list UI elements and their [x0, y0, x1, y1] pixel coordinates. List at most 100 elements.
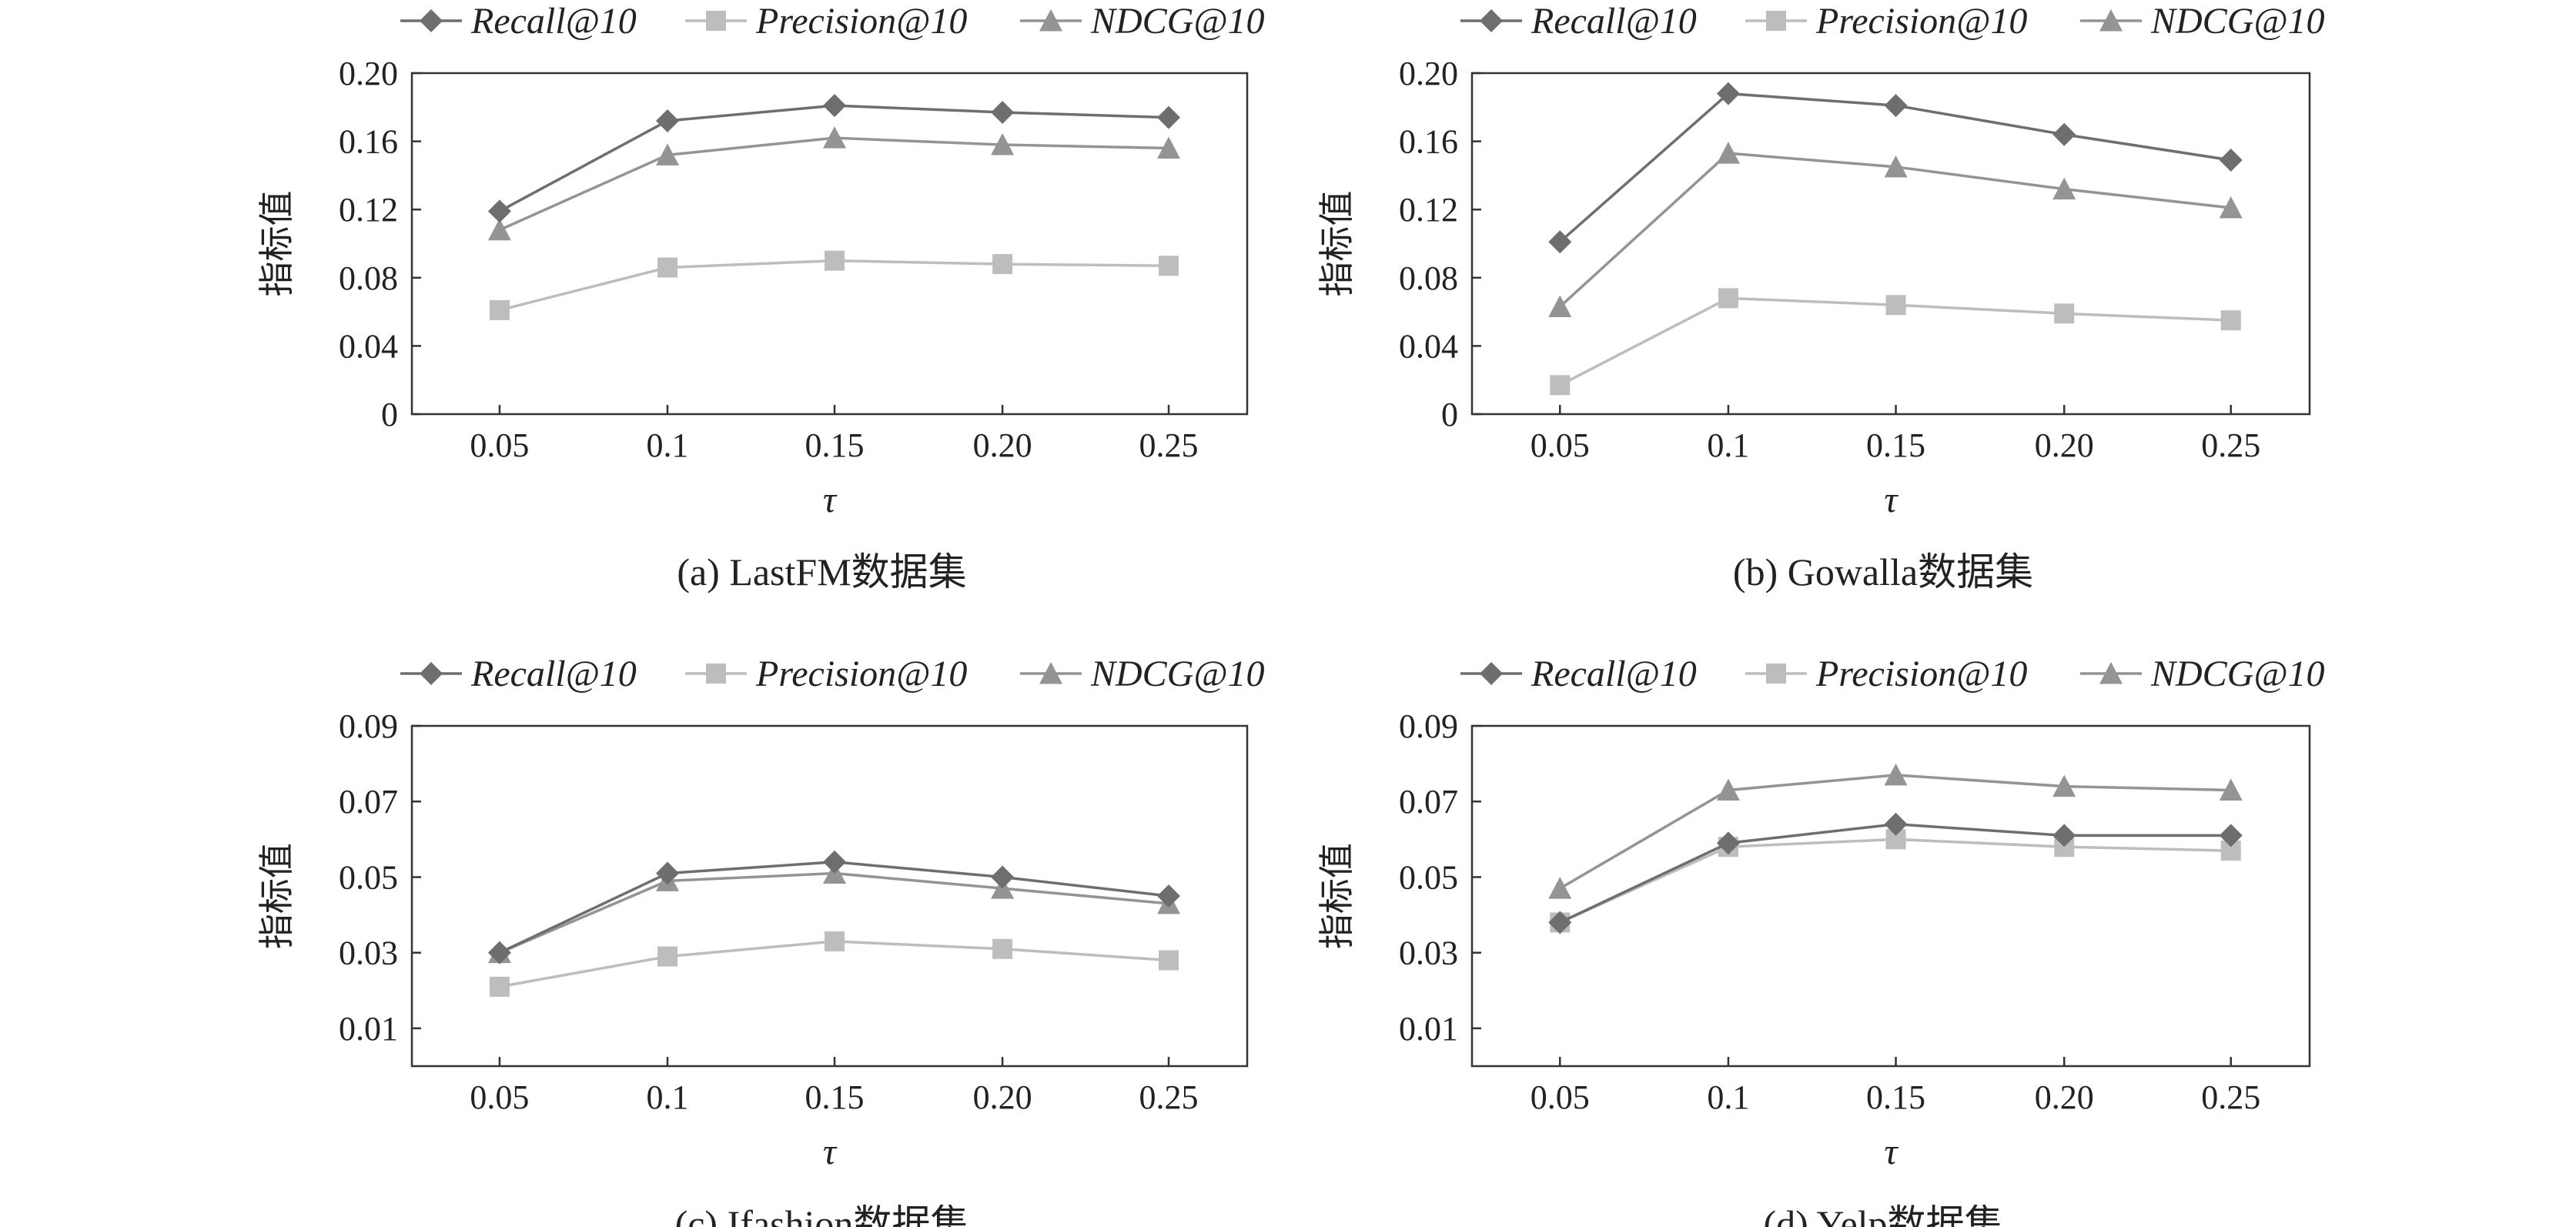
data-point [1159, 256, 1179, 276]
series-recall-at-10 [1548, 82, 2243, 254]
legend-item: NDCG@10 [1020, 1, 1265, 42]
y-tick-label: 0.01 [339, 1010, 398, 1048]
x-tick-label: 0.15 [1866, 1078, 1925, 1116]
legend-marker [420, 662, 443, 685]
y-tick-label: 0.04 [1399, 327, 1458, 365]
legend-marker [706, 11, 726, 31]
y-tick-label: 0.08 [1399, 259, 1458, 297]
series-ndcg-at-10 [1548, 142, 2243, 317]
x-tick-label: 0.15 [805, 1078, 865, 1116]
series-ndcg-at-10 [487, 126, 1181, 241]
data-point [489, 299, 510, 320]
data-point [1157, 884, 1181, 908]
series-ndcg-at-10 [1548, 763, 2243, 899]
y-tick-label: 0.01 [1399, 1010, 1458, 1048]
legend-label: Precision@10 [755, 654, 967, 694]
data-point [1157, 105, 1181, 129]
panel-caption: (d) Yelp数据集 [1763, 1202, 2002, 1227]
x-tick-label: 0.05 [1531, 1078, 1590, 1116]
data-point [1718, 288, 1738, 309]
legend-item: Recall@10 [400, 654, 637, 694]
panel-caption: (b) Gowalla数据集 [1733, 550, 2033, 593]
series-precision-at-10 [489, 250, 1179, 320]
legend-label: Recall@10 [470, 1, 637, 42]
data-point [2219, 196, 2243, 219]
legend-item: Recall@10 [1460, 654, 1697, 694]
series-precision-at-10 [1550, 288, 2241, 396]
x-tick-label: 0.25 [2201, 1078, 2260, 1116]
data-point [1884, 812, 1908, 836]
data-point [1159, 950, 1179, 971]
plot-frame [410, 724, 1249, 1068]
data-point [991, 133, 1015, 155]
legend-item: Recall@10 [400, 1, 637, 42]
series-line [1559, 838, 2231, 924]
data-point [1716, 778, 1740, 801]
data-point [657, 946, 678, 967]
legend-label: NDCG@10 [1090, 654, 1265, 694]
data-point [823, 94, 847, 118]
legend-label: NDCG@10 [2150, 1, 2325, 42]
x-tick-label: 0.20 [973, 426, 1032, 464]
x-tick-label: 0.05 [1531, 426, 1590, 464]
series-recall-at-10 [487, 94, 1181, 223]
series-precision-at-10 [1550, 829, 2241, 933]
data-point [2220, 310, 2241, 331]
panel-caption: (a) LastFM数据集 [677, 550, 966, 593]
legend-item: NDCG@10 [2080, 1, 2325, 42]
data-point [825, 931, 845, 951]
data-point [992, 254, 1013, 275]
data-point [2219, 778, 2243, 801]
data-point [656, 109, 680, 133]
legend-label: Recall@10 [470, 654, 637, 694]
data-point [1157, 136, 1181, 159]
data-point [1884, 155, 1908, 178]
legend-item: NDCG@10 [2080, 654, 2325, 694]
plot-frame [1470, 72, 2311, 416]
y-tick-label: 0.07 [339, 783, 398, 821]
data-point [1716, 142, 1740, 164]
data-point [1548, 230, 1572, 254]
x-tick-label: 0.05 [470, 1078, 529, 1116]
data-point [1548, 877, 1572, 899]
data-point [2054, 303, 2075, 324]
y-axis-title: 指标值 [1316, 843, 1357, 949]
legend-item: NDCG@10 [1020, 654, 1265, 694]
y-tick-label: 0.04 [339, 327, 398, 365]
data-point [489, 976, 510, 997]
data-point [487, 199, 511, 223]
y-axis-title: 指标值 [256, 843, 297, 949]
series-line [499, 136, 1169, 232]
legend: Recall@10 Precision@10 NDCG@10 [1460, 1, 2325, 42]
legend-label: Recall@10 [1531, 1, 1697, 42]
legend-marker [1480, 662, 1503, 685]
legend-item: Recall@10 [1460, 1, 1697, 42]
legend-item: Precision@10 [1745, 654, 2027, 694]
legend: Recall@10 Precision@10 NDCG@10 [1460, 654, 2325, 694]
data-point [1550, 375, 1571, 396]
legend-label: Precision@10 [1815, 654, 2027, 694]
y-tick-label: 0 [1441, 396, 1458, 433]
legend-marker [2099, 662, 2123, 684]
legend-marker [2099, 9, 2123, 32]
legend-marker [706, 664, 726, 684]
plot-frame [1470, 724, 2311, 1068]
x-axis-title: τ [1884, 480, 1899, 520]
data-point [823, 850, 847, 874]
data-point [2052, 177, 2076, 200]
x-tick-label: 0.20 [2035, 426, 2094, 464]
legend-label: NDCG@10 [2150, 654, 2325, 694]
data-point [487, 218, 511, 241]
data-point [1716, 82, 1740, 105]
data-point [991, 865, 1015, 889]
x-tick-label: 0.25 [1139, 426, 1199, 464]
legend-item: Precision@10 [1745, 1, 2027, 42]
panel-caption: (c) Ifashion数据集 [675, 1202, 969, 1227]
y-axis-title: 指标值 [256, 191, 297, 297]
data-point [825, 250, 845, 271]
y-tick-label: 0.03 [1399, 934, 1458, 972]
data-point [2219, 148, 2243, 172]
y-tick-label: 0.16 [339, 123, 398, 161]
y-tick-label: 0.20 [339, 55, 398, 92]
